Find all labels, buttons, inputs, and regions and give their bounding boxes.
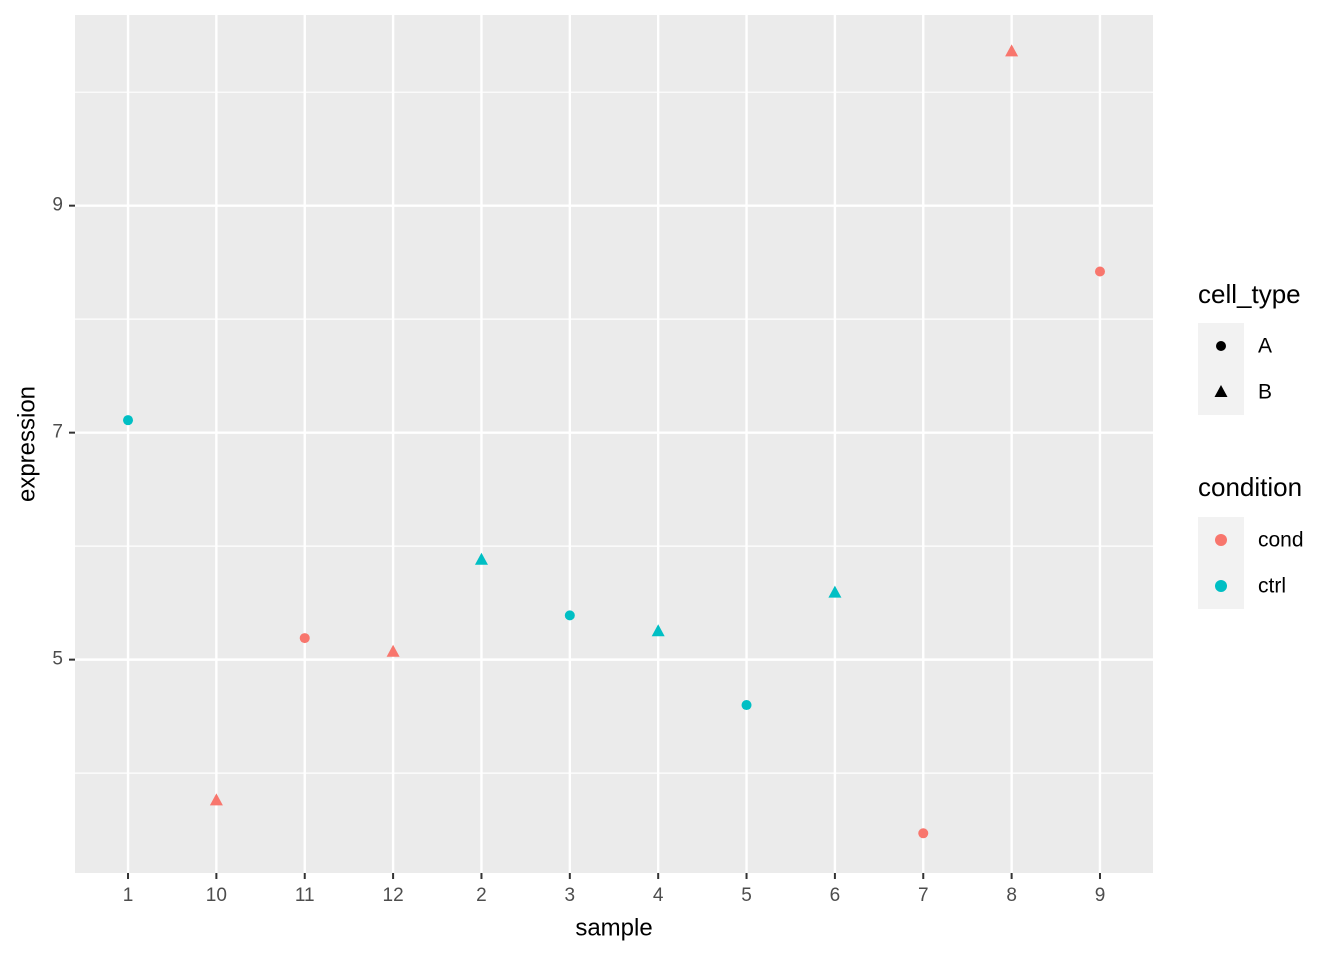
x-tick-label: 9 <box>1095 885 1106 906</box>
x-tick-label: 6 <box>830 885 841 906</box>
x-tick-label: 2 <box>476 885 487 906</box>
panel <box>75 15 1153 873</box>
point <box>741 700 752 711</box>
x-axis-title: sample <box>575 914 652 941</box>
legend-symbol <box>1216 341 1226 351</box>
x-tick-label: 12 <box>383 885 404 906</box>
x-tick-label: 3 <box>565 885 576 906</box>
legend-title: condition <box>1198 472 1302 502</box>
legend-label: cond <box>1258 529 1304 552</box>
legend-title: cell_type <box>1198 279 1301 309</box>
point <box>918 828 929 839</box>
point <box>123 415 134 426</box>
point <box>209 793 223 806</box>
legend-label: ctrl <box>1258 575 1286 598</box>
point <box>651 624 665 637</box>
point <box>564 610 575 621</box>
point <box>828 585 842 598</box>
x-tick-label: 5 <box>741 885 752 906</box>
y-tick-label: 5 <box>52 649 63 670</box>
y-tick-label: 7 <box>52 422 63 443</box>
point <box>1005 44 1019 57</box>
x-tick-label: 7 <box>918 885 929 906</box>
point <box>474 552 488 565</box>
legend-label: B <box>1258 381 1272 404</box>
legend-symbol <box>1215 580 1227 592</box>
y-tick-label: 9 <box>52 195 63 216</box>
y-axis-title: expression <box>13 386 40 502</box>
x-tick-label: 8 <box>1006 885 1017 906</box>
x-tick-label: 4 <box>653 885 664 906</box>
legend-label: A <box>1258 335 1272 358</box>
point <box>299 633 310 644</box>
legend-symbol <box>1215 534 1227 546</box>
point <box>386 644 400 657</box>
x-tick-label: 11 <box>295 885 315 906</box>
x-tick-label: 1 <box>123 885 134 906</box>
point <box>1094 266 1105 277</box>
legend-symbol <box>1214 385 1228 397</box>
x-tick-label: 10 <box>206 885 227 906</box>
